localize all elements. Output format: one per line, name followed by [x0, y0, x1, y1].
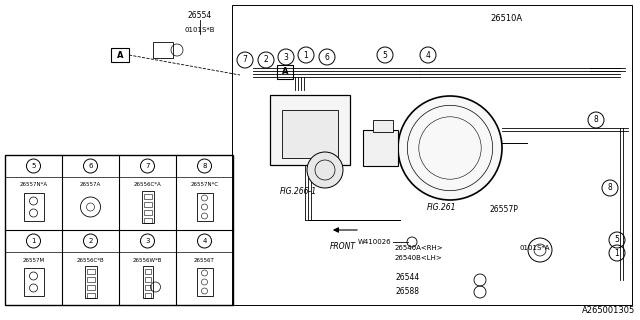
Text: 26544: 26544 [395, 274, 419, 283]
Bar [111, 48, 129, 62]
Bar [145, 293, 150, 298]
Text: 26557M: 26557M [22, 258, 45, 262]
Circle shape [398, 96, 502, 200]
Bar [143, 218, 152, 223]
Text: A: A [116, 51, 124, 60]
Bar [232, 5, 632, 305]
Text: 8: 8 [594, 116, 598, 124]
Bar [277, 65, 293, 79]
Text: 8: 8 [607, 183, 612, 193]
Text: 1: 1 [31, 238, 36, 244]
Text: 26557N*A: 26557N*A [19, 182, 47, 188]
Text: 4: 4 [426, 51, 431, 60]
Text: 26557N*C: 26557N*C [191, 182, 219, 188]
Text: 26557P: 26557P [490, 205, 519, 214]
Text: 26554: 26554 [188, 12, 212, 20]
Bar [270, 95, 350, 165]
Text: 3: 3 [284, 52, 289, 61]
Text: FIG.261: FIG.261 [427, 204, 456, 212]
Text: 7: 7 [145, 163, 150, 169]
Text: 7: 7 [243, 55, 248, 65]
Text: 26540A<RH>: 26540A<RH> [395, 245, 444, 251]
Text: A: A [282, 68, 288, 76]
Bar [363, 130, 398, 166]
Bar [143, 210, 152, 215]
Bar [24, 193, 44, 221]
Text: A265001305: A265001305 [582, 306, 635, 315]
Text: 6: 6 [324, 52, 330, 61]
Bar [145, 277, 150, 282]
Text: 0101S*A: 0101S*A [520, 245, 550, 251]
Bar [86, 285, 95, 290]
Text: 1: 1 [614, 249, 620, 258]
Bar [143, 202, 152, 207]
Bar [282, 110, 338, 158]
Text: 6: 6 [88, 163, 93, 169]
Bar [141, 191, 154, 223]
Bar [86, 293, 95, 298]
Bar [153, 42, 173, 58]
Bar [24, 268, 44, 296]
Text: 3: 3 [145, 238, 150, 244]
Text: FIG.266-1: FIG.266-1 [280, 188, 317, 196]
Bar [84, 266, 97, 298]
Text: 26557A: 26557A [80, 182, 101, 188]
Text: 2: 2 [88, 238, 93, 244]
Text: 4: 4 [202, 238, 207, 244]
Text: 1: 1 [303, 51, 308, 60]
Circle shape [307, 152, 343, 188]
Text: 26556C*B: 26556C*B [77, 258, 104, 262]
Bar [196, 193, 212, 221]
Text: 0101S*B: 0101S*B [185, 27, 215, 33]
Text: 26556C*A: 26556C*A [134, 182, 161, 188]
Text: 5: 5 [383, 51, 387, 60]
Bar [145, 269, 150, 274]
Text: FRONT: FRONT [330, 242, 356, 251]
Text: 26556T: 26556T [194, 258, 215, 262]
Bar [145, 285, 150, 290]
Text: 26556W*B: 26556W*B [133, 258, 162, 262]
Text: 26588: 26588 [395, 286, 419, 295]
Bar [373, 120, 393, 132]
Bar [86, 277, 95, 282]
Text: 5: 5 [614, 236, 620, 244]
Text: 26540B<LH>: 26540B<LH> [395, 255, 443, 261]
Bar [86, 269, 95, 274]
Bar [143, 194, 152, 199]
Text: 26510A: 26510A [490, 14, 522, 23]
Text: 8: 8 [202, 163, 207, 169]
Bar [196, 268, 212, 296]
Text: 5: 5 [31, 163, 36, 169]
Bar [143, 266, 152, 298]
Text: W410026: W410026 [358, 239, 392, 245]
Bar [5, 155, 233, 305]
Text: 2: 2 [264, 55, 268, 65]
